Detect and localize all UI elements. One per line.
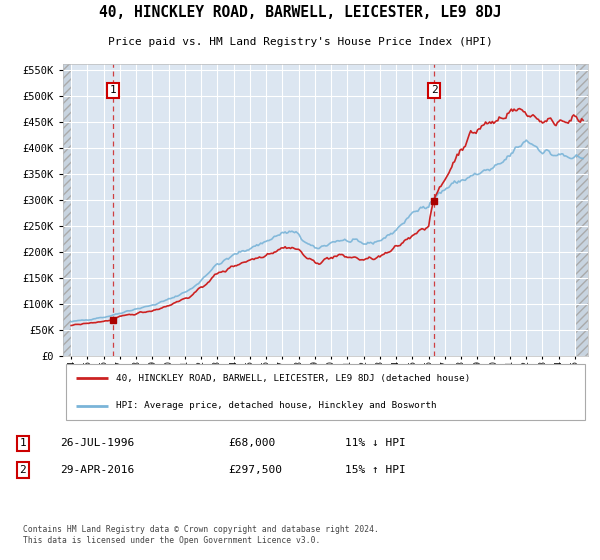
- Text: 40, HINCKLEY ROAD, BARWELL, LEICESTER, LE9 8DJ (detached house): 40, HINCKLEY ROAD, BARWELL, LEICESTER, L…: [115, 374, 470, 383]
- FancyBboxPatch shape: [65, 363, 586, 421]
- Text: 40, HINCKLEY ROAD, BARWELL, LEICESTER, LE9 8DJ: 40, HINCKLEY ROAD, BARWELL, LEICESTER, L…: [99, 5, 501, 20]
- Text: HPI: Average price, detached house, Hinckley and Bosworth: HPI: Average price, detached house, Hinc…: [115, 401, 436, 410]
- Text: 1: 1: [19, 438, 26, 449]
- Bar: [575, 64, 588, 356]
- Text: 11% ↓ HPI: 11% ↓ HPI: [345, 438, 406, 449]
- Text: £68,000: £68,000: [228, 438, 275, 449]
- Text: 15% ↑ HPI: 15% ↑ HPI: [345, 465, 406, 475]
- Text: 29-APR-2016: 29-APR-2016: [60, 465, 134, 475]
- Text: 2: 2: [431, 85, 437, 95]
- Bar: [63, 64, 71, 356]
- Text: 1: 1: [110, 85, 116, 95]
- Text: 2: 2: [19, 465, 26, 475]
- Text: Contains HM Land Registry data © Crown copyright and database right 2024.
This d: Contains HM Land Registry data © Crown c…: [23, 525, 379, 545]
- Text: 26-JUL-1996: 26-JUL-1996: [60, 438, 134, 449]
- Text: £297,500: £297,500: [228, 465, 282, 475]
- Text: Price paid vs. HM Land Registry's House Price Index (HPI): Price paid vs. HM Land Registry's House …: [107, 38, 493, 48]
